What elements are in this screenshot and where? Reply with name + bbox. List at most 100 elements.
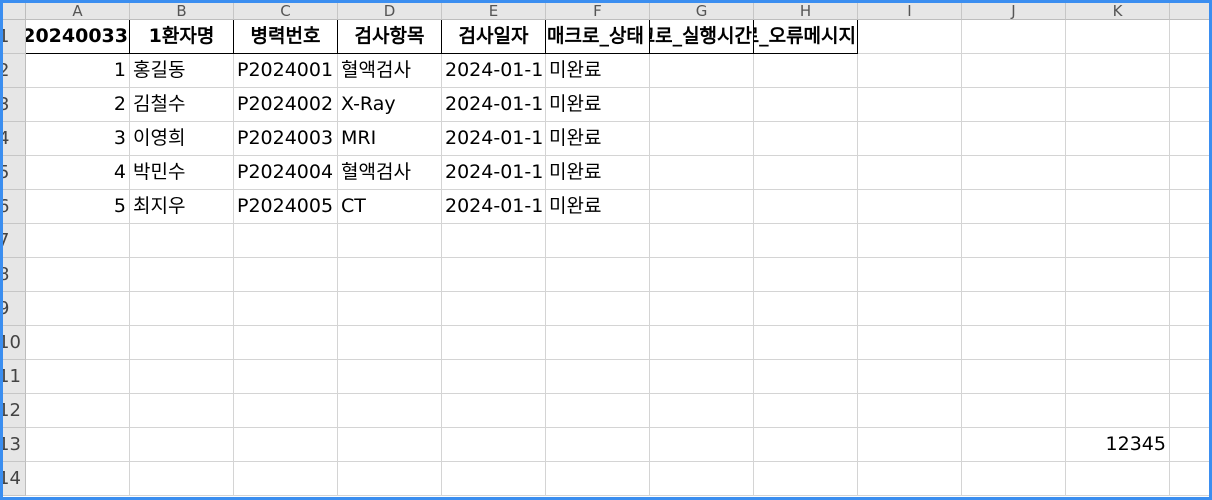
- row-header-7[interactable]: 7: [3, 224, 26, 258]
- cell-h7[interactable]: [754, 224, 858, 258]
- cell-h3[interactable]: [754, 88, 858, 122]
- cell-c3[interactable]: P2024002: [234, 88, 338, 122]
- cell-h10[interactable]: [754, 326, 858, 360]
- cell-b3[interactable]: 김철수: [130, 88, 234, 122]
- cell-e9[interactable]: [442, 292, 546, 326]
- cell-h11[interactable]: [754, 360, 858, 394]
- cell-a5[interactable]: 4: [26, 156, 130, 190]
- cell-b9[interactable]: [130, 292, 234, 326]
- cell-e8[interactable]: [442, 258, 546, 292]
- cell-extra-6[interactable]: [1170, 190, 1209, 224]
- cell-f11[interactable]: [546, 360, 650, 394]
- cell-b8[interactable]: [130, 258, 234, 292]
- cell-d11[interactable]: [338, 360, 442, 394]
- cell-a11[interactable]: [26, 360, 130, 394]
- cell-i11[interactable]: [858, 360, 962, 394]
- cell-e6[interactable]: 2024-01-1: [442, 190, 546, 224]
- row-header-8[interactable]: 8: [3, 258, 26, 292]
- row-header-5[interactable]: 5: [3, 156, 26, 190]
- cell-b7[interactable]: [130, 224, 234, 258]
- cell-j11[interactable]: [962, 360, 1066, 394]
- column-header-g[interactable]: G: [650, 3, 754, 20]
- cell-e14[interactable]: [442, 462, 546, 496]
- cell-k13[interactable]: 12345: [1066, 428, 1170, 462]
- cell-a4[interactable]: 3: [26, 122, 130, 156]
- cell-c5[interactable]: P2024004: [234, 156, 338, 190]
- column-header-h[interactable]: H: [754, 3, 858, 20]
- cell-d9[interactable]: [338, 292, 442, 326]
- cell-c14[interactable]: [234, 462, 338, 496]
- cell-j4[interactable]: [962, 122, 1066, 156]
- cell-i13[interactable]: [858, 428, 962, 462]
- select-all-corner[interactable]: [3, 3, 26, 20]
- cell-extra-8[interactable]: [1170, 258, 1209, 292]
- cell-k10[interactable]: [1066, 326, 1170, 360]
- cell-g5[interactable]: [650, 156, 754, 190]
- cell-i9[interactable]: [858, 292, 962, 326]
- cell-a10[interactable]: [26, 326, 130, 360]
- cell-d2[interactable]: 혈액검사: [338, 54, 442, 88]
- cell-d12[interactable]: [338, 394, 442, 428]
- column-header-i[interactable]: I: [858, 3, 962, 20]
- row-header-10[interactable]: 10: [3, 326, 26, 360]
- header-cell-g1[interactable]: 매크로_실행시간: [650, 20, 754, 54]
- cell-e4[interactable]: 2024-01-1: [442, 122, 546, 156]
- row-header-9[interactable]: 9: [3, 292, 26, 326]
- cell-c8[interactable]: [234, 258, 338, 292]
- cell-e3[interactable]: 2024-01-1: [442, 88, 546, 122]
- cell-e7[interactable]: [442, 224, 546, 258]
- cell-b2[interactable]: 홍길동: [130, 54, 234, 88]
- cell-a7[interactable]: [26, 224, 130, 258]
- cell-h2[interactable]: [754, 54, 858, 88]
- cell-f13[interactable]: [546, 428, 650, 462]
- cell-a8[interactable]: [26, 258, 130, 292]
- cell-b11[interactable]: [130, 360, 234, 394]
- cell-e11[interactable]: [442, 360, 546, 394]
- cell-c6[interactable]: P2024005: [234, 190, 338, 224]
- column-header-e[interactable]: E: [442, 3, 546, 20]
- cell-h4[interactable]: [754, 122, 858, 156]
- cell-k14[interactable]: [1066, 462, 1170, 496]
- cell-c7[interactable]: [234, 224, 338, 258]
- cell-extra-13[interactable]: [1170, 428, 1209, 462]
- cell-g7[interactable]: [650, 224, 754, 258]
- cell-g3[interactable]: [650, 88, 754, 122]
- cell-j10[interactable]: [962, 326, 1066, 360]
- cell-d13[interactable]: [338, 428, 442, 462]
- header-cell-h1[interactable]: 매크로_오류메시지: [754, 20, 858, 54]
- cell-k1[interactable]: [1066, 20, 1170, 54]
- header-cell-f1[interactable]: 매크로_상태: [546, 20, 650, 54]
- cell-e2[interactable]: 2024-01-1: [442, 54, 546, 88]
- column-header-k[interactable]: K: [1066, 3, 1170, 20]
- cell-f4[interactable]: 미완료: [546, 122, 650, 156]
- column-header-j[interactable]: J: [962, 3, 1066, 20]
- cell-e13[interactable]: [442, 428, 546, 462]
- cell-b6[interactable]: 최지우: [130, 190, 234, 224]
- cell-i6[interactable]: [858, 190, 962, 224]
- column-header-b[interactable]: B: [130, 3, 234, 20]
- row-header-13[interactable]: 13: [3, 428, 26, 462]
- cell-extra-2[interactable]: [1170, 54, 1209, 88]
- cell-i10[interactable]: [858, 326, 962, 360]
- cell-k11[interactable]: [1066, 360, 1170, 394]
- row-header-14[interactable]: 14: [3, 462, 26, 496]
- cell-g6[interactable]: [650, 190, 754, 224]
- header-cell-e1[interactable]: 검사일자: [442, 20, 546, 54]
- cell-f10[interactable]: [546, 326, 650, 360]
- cell-f5[interactable]: 미완료: [546, 156, 650, 190]
- cell-g9[interactable]: [650, 292, 754, 326]
- cell-i7[interactable]: [858, 224, 962, 258]
- cell-j7[interactable]: [962, 224, 1066, 258]
- cell-a3[interactable]: 2: [26, 88, 130, 122]
- cell-i5[interactable]: [858, 156, 962, 190]
- cell-g4[interactable]: [650, 122, 754, 156]
- cell-g2[interactable]: [650, 54, 754, 88]
- cell-c13[interactable]: [234, 428, 338, 462]
- cell-f2[interactable]: 미완료: [546, 54, 650, 88]
- cell-b13[interactable]: [130, 428, 234, 462]
- cell-h6[interactable]: [754, 190, 858, 224]
- cell-i4[interactable]: [858, 122, 962, 156]
- cell-e10[interactable]: [442, 326, 546, 360]
- cell-a2[interactable]: 1: [26, 54, 130, 88]
- cell-h5[interactable]: [754, 156, 858, 190]
